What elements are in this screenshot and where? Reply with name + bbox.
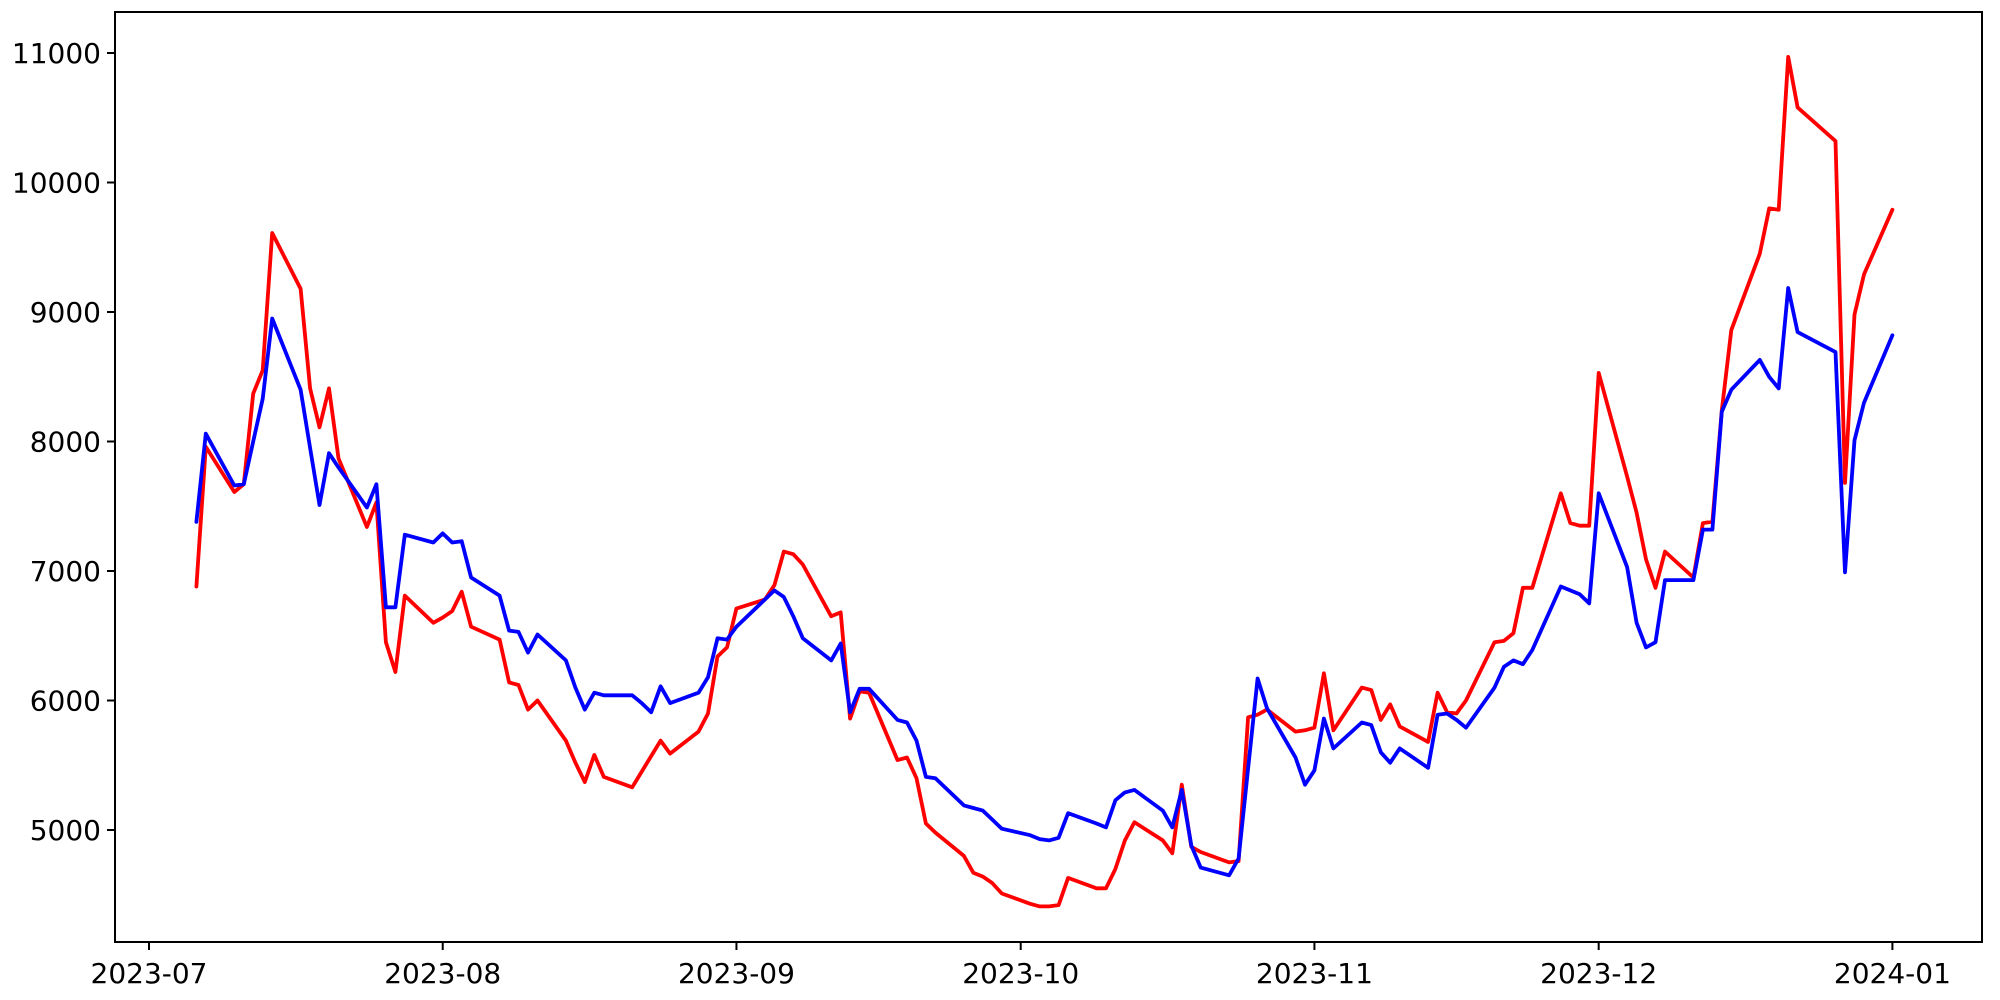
x-tick-label: 2023-08 [384,957,501,990]
red-line [194,55,1895,909]
y-tick-label: 5000 [30,814,101,847]
plot-border [114,11,1983,943]
x-tick-label: 2023-12 [1540,957,1657,990]
x-tick-label: 2024-01 [1834,957,1951,990]
x-tick-label: 2023-10 [962,957,1079,990]
y-tick-label: 7000 [30,555,101,588]
x-tick-label: 2023-11 [1256,957,1373,990]
y-tick-label: 11000 [12,37,101,70]
blue-line [194,286,1895,878]
y-tick-label: 6000 [30,685,101,718]
y-tick-label: 9000 [30,296,101,329]
x-tick-label: 2023-07 [91,957,208,990]
x-tick-label: 2023-09 [678,957,795,990]
y-tick-label: 10000 [12,167,101,200]
y-tick-label: 8000 [30,426,101,459]
